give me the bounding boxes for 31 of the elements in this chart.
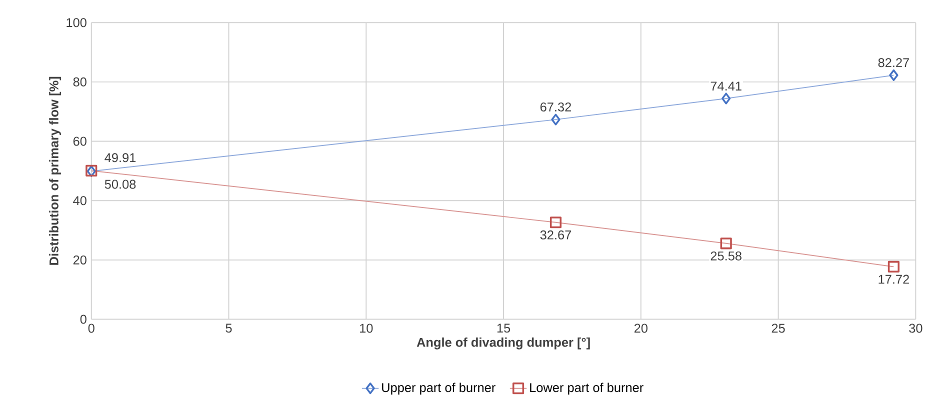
- x-tick-label: 20: [634, 324, 648, 333]
- point: [720, 238, 732, 250]
- x-tick-label: 25: [772, 324, 785, 333]
- data-label: 50.08: [104, 180, 136, 189]
- y-tick-label: 80: [73, 78, 86, 87]
- legend-label: Lower part of burner: [530, 382, 644, 395]
- point: [551, 114, 560, 126]
- data-label: 32.67: [540, 230, 572, 240]
- data-label: 67.32: [540, 102, 572, 112]
- y-tick-label: 0: [80, 315, 86, 324]
- y-tick-label: 20: [73, 256, 86, 265]
- y-tick-label: 60: [73, 137, 86, 146]
- point: [722, 92, 731, 105]
- x-tick-label: 0: [88, 324, 94, 333]
- x-tick-label: 10: [360, 324, 373, 333]
- y-tick-label: 40: [73, 196, 86, 206]
- x-tick-label: 30: [909, 324, 922, 333]
- point: [888, 261, 900, 273]
- y-tick-label: 100: [66, 18, 86, 28]
- data-label: 82.27: [878, 58, 909, 68]
- x-axis-title: Angle of divading dumper [°]: [416, 338, 590, 350]
- data-label: 17.72: [878, 275, 909, 284]
- x-tick-label: 15: [497, 324, 510, 333]
- x-tick-label: 5: [226, 324, 232, 333]
- data-label: 74.41: [710, 82, 742, 91]
- legend-label: Upper part of burner: [382, 382, 496, 395]
- y-axis-title: Distribution of primary flow [%]: [49, 77, 61, 266]
- point: [550, 216, 562, 228]
- point: [889, 70, 898, 82]
- data-label: 25.58: [710, 252, 742, 261]
- data-label: 49.91: [104, 153, 136, 162]
